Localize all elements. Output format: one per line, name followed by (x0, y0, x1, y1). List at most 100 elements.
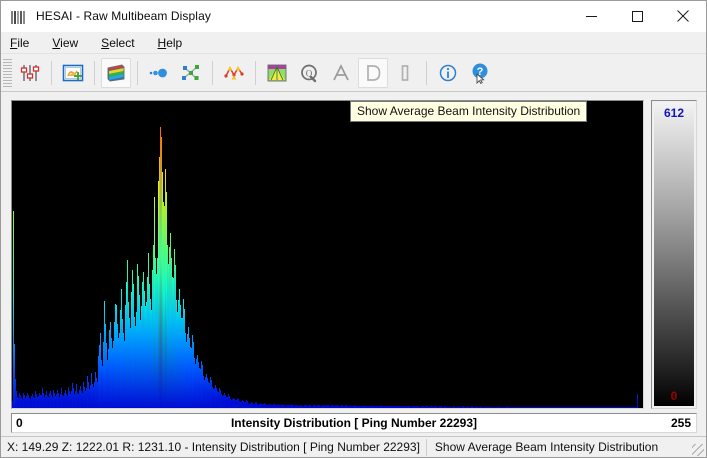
histogram-bar (519, 407, 521, 408)
histogram-bar (630, 407, 631, 408)
histogram-bar (445, 406, 447, 408)
histogram-bar (425, 406, 426, 408)
histogram-bar (606, 406, 608, 408)
histogram-bar (218, 391, 219, 408)
histogram-bar (636, 393, 638, 408)
histogram-bar (395, 405, 396, 408)
histogram-bar (385, 405, 387, 408)
intensity-distribution-plot[interactable]: Show Average Beam Intensity Distribution (11, 100, 644, 409)
intensity-bar-icon[interactable] (390, 58, 420, 88)
histogram-bar (288, 404, 289, 408)
histogram-bar (48, 396, 49, 408)
histogram-bar (369, 406, 371, 408)
close-button[interactable] (660, 1, 706, 32)
histogram-bar (372, 405, 374, 408)
histogram-bar (81, 390, 82, 408)
histogram-bar (138, 275, 139, 408)
histogram-bar (237, 398, 239, 408)
maximize-button[interactable] (614, 1, 660, 32)
histogram-bar (618, 407, 620, 408)
scatter-link-icon[interactable] (176, 58, 206, 88)
histogram-bar (236, 399, 237, 408)
histogram-bar (545, 407, 546, 408)
histogram-bar (255, 402, 257, 408)
histogram-bar (114, 321, 115, 408)
histogram-bar (600, 407, 602, 408)
add-image-icon[interactable] (58, 58, 88, 88)
menu-item-file[interactable]: File (10, 35, 30, 50)
histogram-bar (35, 390, 36, 408)
histogram-bar (555, 407, 557, 408)
beam-points-icon[interactable] (144, 58, 174, 88)
histogram-bar (376, 405, 378, 408)
histogram-bar (526, 407, 528, 408)
histogram-bar (95, 371, 96, 408)
histogram-bar (580, 407, 582, 408)
histogram-bar (537, 407, 539, 408)
histogram-bar (431, 406, 432, 408)
histogram-bar (611, 406, 612, 408)
annotate-a-icon[interactable] (326, 58, 356, 88)
histogram-bar (531, 407, 532, 408)
histogram-bar (375, 406, 376, 408)
histogram-bar (595, 407, 597, 408)
histogram-bar (527, 407, 528, 408)
distribution-d-icon[interactable] (358, 57, 388, 88)
help-cursor-icon[interactable]: ? (465, 58, 495, 88)
histogram-bar (160, 101, 162, 408)
waveform-nodes-icon[interactable] (219, 58, 249, 88)
histogram-bar (61, 391, 63, 408)
menu-item-help[interactable]: Help (157, 35, 183, 50)
histogram-bar (100, 347, 102, 408)
histogram-bar (339, 405, 341, 408)
swath-fan-icon[interactable] (262, 58, 292, 88)
histogram-bar (233, 397, 234, 408)
toolbar-separator (212, 60, 213, 85)
toolbar-grip[interactable] (3, 58, 12, 87)
histogram-bar (102, 341, 104, 408)
colormap-layers-icon[interactable] (101, 57, 131, 88)
histogram-bar (421, 405, 423, 408)
histogram-bar (556, 406, 558, 408)
histogram-bar (209, 382, 210, 408)
histogram-bar (279, 404, 280, 408)
histogram-bar (195, 363, 196, 408)
histogram-bar (486, 406, 487, 408)
histogram-bar (156, 257, 158, 408)
histogram-bar (62, 394, 63, 408)
histogram-bar (436, 406, 438, 408)
sliders-settings-icon[interactable] (15, 58, 45, 88)
histogram-bar (318, 405, 320, 408)
histogram-bar (613, 407, 615, 408)
histogram-bar (409, 406, 411, 408)
histogram-bar (550, 407, 552, 408)
minimize-button[interactable] (568, 1, 614, 32)
histogram-bar (348, 405, 350, 408)
histogram-bar (113, 340, 114, 408)
histogram-bar (312, 405, 314, 408)
histogram-bar (139, 308, 141, 408)
info-icon[interactable] (433, 58, 463, 88)
histogram-bar (74, 393, 75, 408)
histogram-bar (422, 406, 423, 408)
histogram-bar (384, 406, 386, 408)
histogram-bar (307, 405, 309, 408)
histogram-bar (130, 314, 132, 408)
histogram-canvas[interactable] (12, 101, 643, 408)
histogram-bar (78, 389, 80, 408)
histogram-bar (243, 401, 245, 408)
histogram-bar (49, 385, 51, 408)
menu-item-view[interactable]: View (52, 35, 79, 50)
histogram-bar (412, 405, 414, 408)
histogram-bar (282, 404, 284, 408)
histogram-bar (102, 365, 103, 408)
histogram-bar (249, 402, 251, 408)
histogram-bar (565, 406, 567, 408)
histogram-bar (413, 406, 414, 408)
resize-grip[interactable] (692, 444, 704, 456)
quality-q-icon[interactable]: Q (294, 58, 324, 88)
histogram-bar (478, 407, 480, 408)
menu-item-select[interactable]: Select (101, 35, 135, 50)
histogram-bar (20, 394, 21, 408)
histogram-bar (615, 406, 616, 408)
